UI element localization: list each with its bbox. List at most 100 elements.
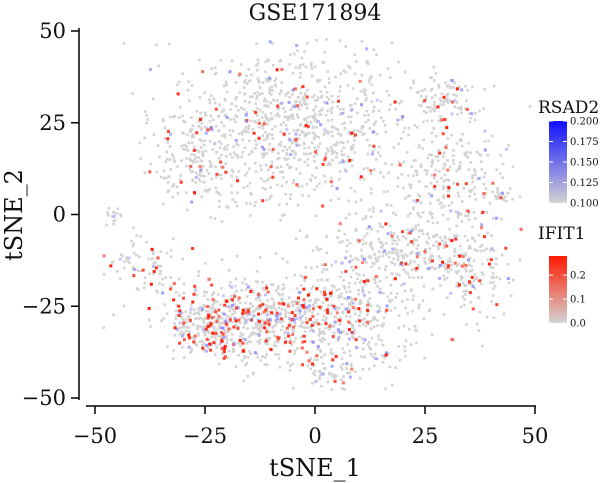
cell-point [492,287,495,290]
cell-point [314,134,318,138]
cell-point [248,340,252,344]
cell-point [138,141,142,145]
cell-point [348,349,351,353]
cell-point [281,287,284,291]
cell-point [431,287,435,291]
cell-point-expressing [461,255,465,259]
cell-point [237,108,240,112]
cell-point [159,175,163,179]
cell-point [380,116,383,120]
cell-point [322,314,326,318]
cell-point [501,176,504,180]
cell-point [337,306,341,310]
cell-point-expressing [409,229,413,233]
cell-point [412,79,415,83]
cell-point-expressing [393,277,397,281]
cell-point [298,144,301,147]
cell-point-expressing [347,320,351,324]
cell-point-expressing [221,294,225,298]
cell-point [320,384,323,388]
cell-point [202,320,206,324]
cell-point [323,51,326,54]
cell-point [457,85,461,89]
cell-point [212,325,216,329]
cell-point [158,282,161,285]
cell-point [377,334,380,337]
cell-point-expressing [404,262,408,266]
cell-point [315,148,319,152]
cell-point [284,192,287,196]
cell-point-expressing [109,264,113,268]
cell-point-expressing [261,199,265,203]
cell-point [249,202,252,206]
cell-point [317,334,321,337]
cell-point [390,163,393,166]
cell-point [203,174,206,178]
cell-point [237,74,241,78]
cell-point [390,230,393,234]
cell-point [305,326,309,329]
cell-point [263,131,267,134]
cell-point [499,154,502,157]
cell-point [185,133,189,137]
cell-point-expressing [443,117,447,121]
cell-point [303,103,307,106]
cell-point-expressing [112,214,116,218]
cell-point [430,140,434,144]
cell-point [421,229,424,232]
cell-point [212,97,216,101]
cell-point [343,287,347,290]
cell-point-expressing [440,118,444,122]
cell-point [293,273,297,277]
cell-point [361,368,365,371]
cell-point-expressing [408,231,412,235]
cell-point [222,148,226,151]
cell-point [209,114,213,118]
cell-point [316,298,320,302]
cell-point [492,249,496,253]
cell-point [323,174,326,178]
cell-point-expressing [348,260,352,264]
cell-point [408,183,411,186]
cell-point [297,158,301,162]
cell-point [284,315,287,318]
cell-point [201,325,204,329]
cell-point [410,288,413,292]
cell-point [457,106,460,110]
cell-point [359,355,363,358]
cell-point [254,102,257,106]
cell-point-expressing [189,164,193,168]
cell-point-expressing [301,340,305,344]
cell-point [387,251,391,254]
cell-point-expressing [363,338,367,342]
cell-point [429,109,432,113]
cell-point [207,172,211,175]
cell-point [200,139,204,143]
cell-point [292,387,295,390]
cell-point-expressing [247,310,251,314]
cell-point [247,79,251,83]
cell-point [269,194,273,198]
cell-point-expressing [453,98,457,102]
cell-point [354,307,357,311]
cell-point-expressing [315,287,319,291]
cell-point [304,118,307,122]
cell-point [460,252,464,256]
cell-point [418,180,421,183]
cell-point-expressing [288,340,292,344]
cell-point [313,112,317,116]
cell-point-expressing [292,325,296,329]
cell-point [244,363,247,367]
cell-point-expressing [384,353,388,357]
cell-point [322,133,326,136]
cell-point-expressing [415,200,419,204]
cell-point-expressing [231,304,235,308]
cell-point [406,243,410,247]
cell-point [457,262,461,266]
cell-point [283,110,287,114]
cell-point [299,122,303,126]
cell-point [437,119,441,122]
cell-point [277,357,281,360]
cell-point-expressing [257,136,261,140]
cell-point-expressing [467,258,471,262]
